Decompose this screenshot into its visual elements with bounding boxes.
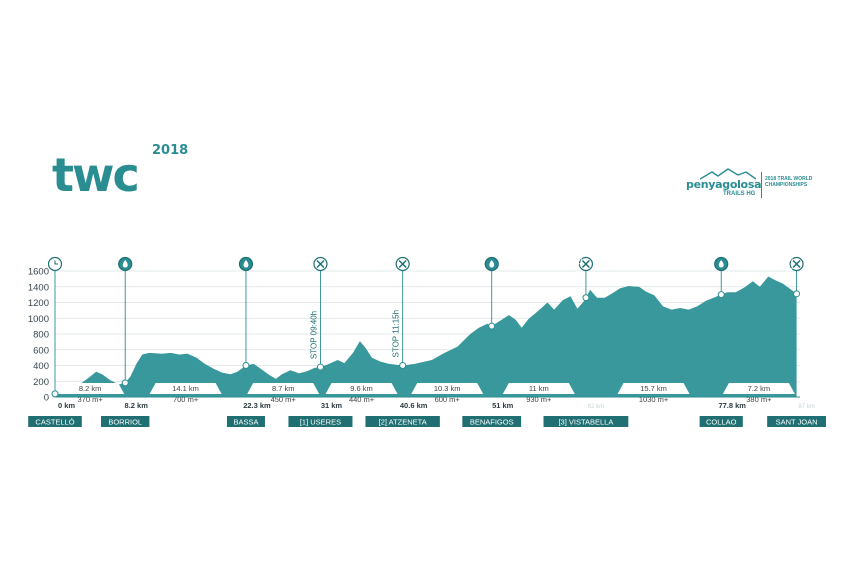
y-tick-label: 1400 — [28, 282, 49, 293]
water-drop-shape — [489, 260, 495, 268]
cumulative-distance: 8.2 km — [125, 401, 149, 410]
checkpoint-marker — [121, 379, 129, 387]
segment-band — [411, 383, 484, 394]
place-label: SANT JOAN — [776, 418, 818, 427]
segment-gain: 380 m+ — [746, 395, 772, 404]
checkpoint-marker — [316, 363, 324, 371]
fork-knife-cross — [398, 259, 407, 269]
water-drop-shape — [718, 260, 724, 268]
twc-logo: twc — [52, 148, 140, 202]
segment-gain: 930 m+ — [526, 395, 552, 404]
place-label: BORRIOL — [108, 418, 142, 427]
faint-distance: 87 km — [798, 404, 814, 410]
y-tick-label: 1200 — [28, 298, 49, 309]
water-drop-shape — [122, 260, 128, 268]
checkpoint-marker — [242, 362, 250, 369]
place-label-box — [28, 416, 82, 427]
segment-band — [502, 383, 575, 394]
segment-band — [325, 383, 398, 394]
elevation-area — [55, 276, 797, 397]
fork-knife-cross — [316, 259, 325, 269]
segment-gain: 370 m+ — [77, 395, 103, 404]
place-label: CASTELLÓ — [35, 418, 74, 427]
place-label-box — [462, 416, 522, 427]
cumulative-distance: 51 km — [492, 401, 514, 410]
checkpoint-marker — [399, 362, 407, 369]
segment-band — [247, 383, 320, 394]
segment-distance: 14.1 km — [172, 384, 199, 393]
brand-tagline: 2018 TRAIL WORLD CHAMPIONSHIPS — [765, 176, 813, 188]
checkpoint-marker — [488, 322, 496, 330]
faint-distance: 62 km — [588, 404, 604, 410]
place-label-box — [101, 416, 150, 427]
segment-band — [56, 383, 125, 394]
segment-distance: 9.6 km — [350, 384, 373, 393]
checkpoint-marker — [793, 290, 801, 298]
stop-time-label: STOP 09:40h — [309, 311, 318, 359]
cumulative-distance: 22.3 km — [243, 401, 271, 410]
place-label-box — [226, 416, 265, 427]
stop-time-label: STOP 15:55h — [575, 242, 584, 290]
segment-band — [722, 383, 795, 394]
checkpoint-marker — [717, 291, 725, 299]
clock-hands — [54, 260, 58, 265]
mountain-icon — [700, 168, 756, 180]
place-label-box — [288, 416, 353, 427]
place-label: [3] VISTABELLA — [558, 418, 613, 427]
brand-divider — [761, 172, 762, 198]
segment-band — [617, 383, 690, 394]
place-label-box — [543, 416, 629, 427]
place-label: BENAFIGOS — [470, 418, 514, 427]
segment-band — [149, 383, 222, 394]
segment-distance: 10.3 km — [434, 384, 461, 393]
cumulative-distance: 0 km — [58, 401, 75, 410]
segment-distance: 15.7 km — [640, 384, 667, 393]
segment-gain: 1030 m+ — [639, 395, 669, 404]
segment-gain: 600 m+ — [435, 395, 461, 404]
y-tick-label: 800 — [33, 330, 49, 341]
checkpoint-marker — [582, 294, 590, 302]
place-label: [2] ATZENETA — [379, 418, 427, 427]
y-tick-label: 200 — [33, 377, 49, 388]
brand-name: penyagolosa — [686, 178, 762, 191]
segment-distance: 7.2 km — [748, 384, 771, 393]
segment-distance: 8.2 km — [79, 384, 102, 393]
segment-gain: 450 m+ — [271, 395, 297, 404]
cumulative-distance: 77.8 km — [718, 401, 746, 410]
y-tick-label: 400 — [33, 361, 49, 372]
y-tick-label: 0 — [44, 393, 49, 404]
cumulative-distance: 40.6 km — [400, 401, 428, 410]
fork-knife-cross — [792, 259, 801, 269]
checkpoint-marker — [51, 390, 59, 398]
stop-time-label: STOP 11:15h — [392, 310, 401, 358]
place-label: COLLAO — [706, 418, 737, 427]
segment-gain: 700 m+ — [173, 395, 199, 404]
place-label-box — [699, 416, 743, 427]
y-tick-label: 1600 — [28, 267, 49, 278]
place-label-box — [767, 416, 826, 427]
cumulative-distance: 31 km — [321, 401, 343, 410]
y-tick-label: 1000 — [28, 314, 49, 325]
place-label: BASSA — [233, 418, 258, 427]
water-drop-shape — [243, 260, 249, 268]
segment-distance: 11 km — [529, 384, 549, 393]
logo-year: 2018 — [152, 143, 189, 158]
fork-knife-cross — [581, 259, 590, 269]
segment-distance: 8.7 km — [272, 384, 295, 393]
segment-gain: 440 m+ — [349, 395, 375, 404]
place-label: [1] USERES — [300, 418, 341, 427]
brand-sub: TRAILS HG — [723, 191, 756, 197]
penyagolosa-logo: penyagolosa TRAILS HG 2018 TRAIL WORLD C… — [686, 168, 816, 202]
place-label-box — [365, 416, 440, 427]
y-tick-label: 600 — [33, 345, 49, 356]
stop-time-label: STOP 21:00h — [786, 238, 795, 286]
